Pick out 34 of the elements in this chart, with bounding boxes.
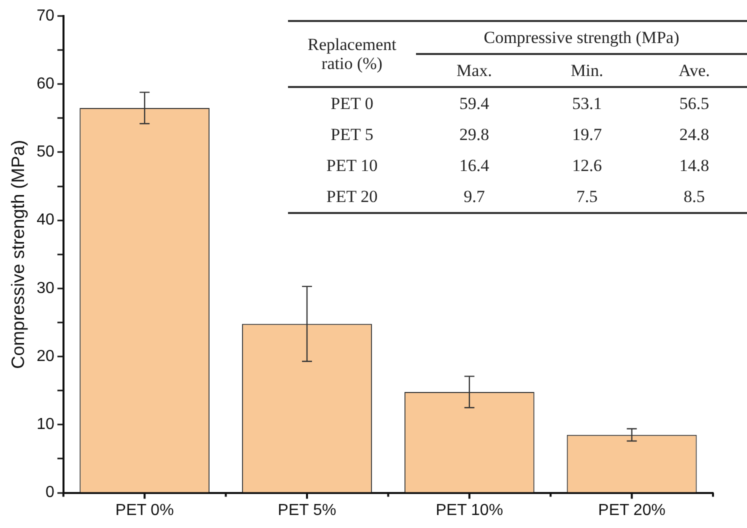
y-axis-title: Compressive strength (MPa) — [8, 140, 28, 369]
annotation: 24.8 — [678, 124, 710, 146]
annotation: PET 0 — [330, 93, 374, 115]
y-tick-label: 60 — [36, 76, 54, 93]
annotation: 14.8 — [678, 155, 710, 177]
y-tick-label: 40 — [36, 212, 54, 229]
annotation: 16.4 — [458, 155, 490, 177]
annotation: Max. — [416, 54, 533, 87]
annotation: Ave. — [641, 54, 747, 87]
y-tick-label: 0 — [45, 484, 54, 502]
annotation: 56.5 — [678, 93, 710, 115]
annotation: Compressive strength (MPa) — [416, 22, 747, 54]
annotation: 8.5 — [641, 181, 747, 213]
annotation: 12.6 — [571, 155, 603, 177]
annotation: 29.8 — [458, 124, 490, 146]
annotation: 19.7 — [571, 124, 603, 146]
annotation: Replacement ratio (%) — [288, 22, 416, 87]
annotation: 53.1 — [571, 93, 603, 115]
annotation: PET 5 — [330, 124, 374, 146]
x-tick-label: PET 20% — [598, 502, 666, 519]
annotation: 9.7 — [416, 181, 533, 213]
x-tick-label: PET 0% — [115, 502, 174, 519]
y-tick-label: 70 — [36, 7, 54, 24]
annotation: 59.4 — [458, 93, 490, 115]
x-tick-label: PET 5% — [278, 502, 336, 519]
annotation: 7.5 — [532, 181, 642, 213]
annotation: Min. — [532, 54, 642, 87]
y-tick-label: 50 — [36, 144, 54, 161]
y-tick-label: 30 — [36, 280, 54, 297]
annotation: PET 20 — [288, 181, 416, 213]
y-tick-label: 10 — [36, 416, 54, 434]
y-tick-label: 20 — [36, 348, 54, 365]
x-tick-label: PET 10% — [436, 502, 504, 519]
annotation: PET 10 — [325, 155, 379, 177]
